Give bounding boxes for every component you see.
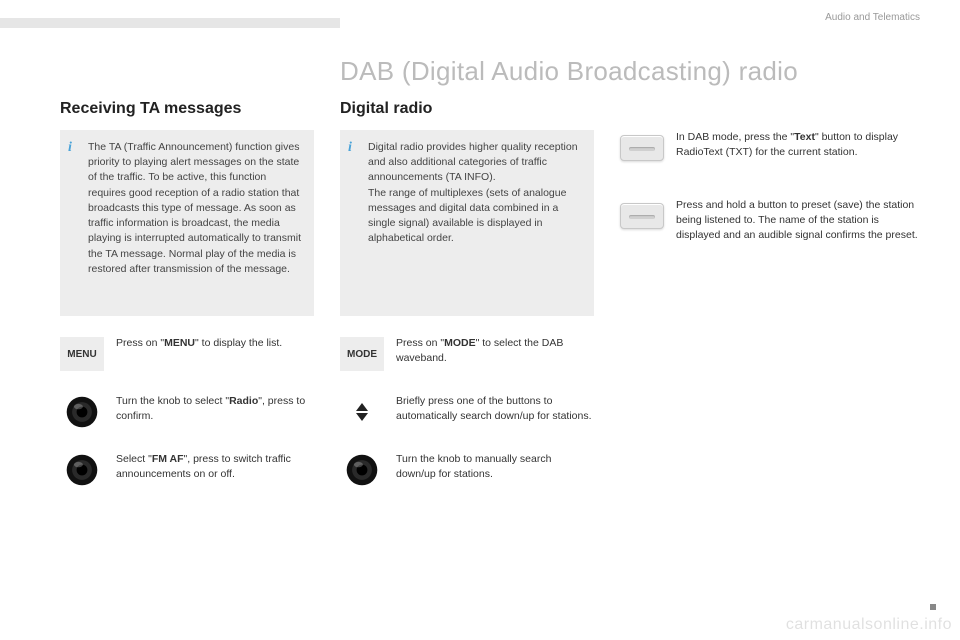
heading-digital: Digital radio [340, 100, 594, 118]
mode-button-label: MODE [340, 337, 384, 371]
column-ta: Receiving TA messages i The TA (Traffic … [60, 100, 314, 490]
t: Radio [229, 395, 258, 407]
step-fmaf-text: Select "FM AF", press to switch traffic … [116, 450, 314, 482]
up-down-arrows-icon [340, 392, 384, 432]
t: Select " [116, 453, 152, 465]
t: Press on " [116, 337, 164, 349]
knob-icon [60, 450, 104, 490]
t: Turn the knob to select " [116, 395, 229, 407]
step-knob-search: Turn the knob to manually search down/up… [340, 450, 594, 490]
step-menu: MENU Press on "MENU" to display the list… [60, 334, 314, 374]
preset-button-icon [620, 128, 664, 168]
knob-icon [340, 450, 384, 490]
header-category: Audio and Telematics [825, 12, 920, 23]
preset-button-icon [620, 196, 664, 236]
arrow-down-icon [356, 413, 368, 421]
step-mode-text: Press on "MODE" to select the DAB waveba… [396, 334, 594, 366]
step-text-button: In DAB mode, press the "Text" button to … [620, 128, 920, 168]
step-preset: Press and hold a button to preset (save)… [620, 196, 920, 244]
t: FM AF [152, 453, 184, 465]
main-title: DAB (Digital Audio Broadcasting) radio [340, 56, 798, 87]
t: MENU [164, 337, 195, 349]
column-digital: Digital radio i Digital radio provides h… [340, 100, 594, 490]
step-preset-text: Press and hold a button to preset (save)… [676, 196, 920, 244]
column-preset: In DAB mode, press the "Text" button to … [620, 128, 920, 244]
step-mode: MODE Press on "MODE" to select the DAB w… [340, 334, 594, 374]
t: Press on " [396, 337, 444, 349]
heading-ta: Receiving TA messages [60, 100, 314, 118]
t: Text [794, 131, 815, 143]
info-box-ta: i The TA (Traffic Announcement) function… [60, 130, 314, 316]
info-text-digital: Digital radio provides higher quality re… [368, 141, 578, 244]
step-text-button-text: In DAB mode, press the "Text" button to … [676, 128, 920, 160]
menu-button-label: MENU [60, 337, 104, 371]
info-icon: i [348, 138, 362, 152]
step-arrows-text: Briefly press one of the buttons to auto… [396, 392, 594, 424]
watermark: carmanualsonline.info [786, 616, 952, 634]
t: MODE [444, 337, 476, 349]
menu-button-icon: MENU [60, 334, 104, 374]
t: In DAB mode, press the " [676, 131, 794, 143]
step-fmaf: Select "FM AF", press to switch traffic … [60, 450, 314, 490]
info-text-ta: The TA (Traffic Announcement) function g… [88, 141, 301, 275]
manual-page: Audio and Telematics DAB (Digital Audio … [0, 0, 960, 640]
info-icon: i [68, 138, 82, 152]
knob-icon [60, 392, 104, 432]
step-knob-search-text: Turn the knob to manually search down/up… [396, 450, 594, 482]
info-box-digital: i Digital radio provides higher quality … [340, 130, 594, 316]
mode-button-icon: MODE [340, 334, 384, 374]
t: " to display the list. [195, 337, 282, 349]
top-stripe [0, 18, 340, 28]
step-radio: Turn the knob to select "Radio", press t… [60, 392, 314, 432]
page-marker-dot [930, 604, 936, 610]
step-menu-text: Press on "MENU" to display the list. [116, 334, 282, 351]
step-arrows: Briefly press one of the buttons to auto… [340, 392, 594, 432]
arrow-up-icon [356, 403, 368, 411]
step-radio-text: Turn the knob to select "Radio", press t… [116, 392, 314, 424]
